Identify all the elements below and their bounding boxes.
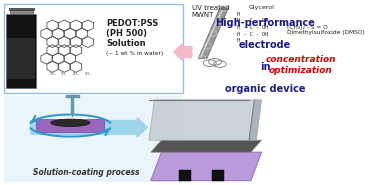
FancyArrow shape bbox=[31, 118, 147, 137]
Text: Solution: Solution bbox=[106, 39, 146, 48]
Text: SO₃: SO₃ bbox=[73, 72, 79, 76]
Polygon shape bbox=[36, 119, 104, 132]
FancyBboxPatch shape bbox=[4, 4, 183, 92]
Text: SO₃: SO₃ bbox=[49, 72, 56, 76]
Bar bbox=[6, 14, 36, 88]
Text: organic device: organic device bbox=[225, 84, 305, 94]
Bar bbox=[4, 96, 183, 182]
Text: High-performance: High-performance bbox=[215, 18, 315, 28]
Bar bbox=[212, 170, 224, 181]
Text: concentration
optimization: concentration optimization bbox=[266, 55, 336, 75]
Text: (CH₃)₂ - S = O
Dimethylsulfoxide (DMSO): (CH₃)₂ - S = O Dimethylsulfoxide (DMSO) bbox=[287, 25, 364, 35]
Polygon shape bbox=[151, 152, 262, 181]
Text: H
H - C - OH
H - C - OH
H - C - OH
H: H H - C - OH H - C - OH H - C - OH H bbox=[237, 12, 268, 43]
Polygon shape bbox=[151, 140, 262, 152]
Polygon shape bbox=[149, 100, 254, 140]
FancyArrow shape bbox=[174, 44, 192, 60]
Bar bbox=[7, 38, 36, 79]
Bar bbox=[9, 8, 34, 10]
Text: (~ 1 wt % in water): (~ 1 wt % in water) bbox=[106, 51, 163, 56]
Ellipse shape bbox=[51, 119, 90, 127]
Bar bbox=[179, 170, 191, 181]
Polygon shape bbox=[198, 8, 228, 58]
Text: (PH 500): (PH 500) bbox=[106, 29, 147, 38]
Text: UV treated
MWNT: UV treated MWNT bbox=[192, 5, 229, 18]
Text: SO₃: SO₃ bbox=[61, 72, 68, 76]
Text: Glycerol: Glycerol bbox=[249, 5, 275, 10]
Text: PEDOT:PSS: PEDOT:PSS bbox=[106, 19, 158, 28]
Text: SO₃: SO₃ bbox=[85, 72, 91, 76]
Polygon shape bbox=[249, 100, 262, 140]
Text: electrode: electrode bbox=[239, 40, 291, 50]
Text: in: in bbox=[260, 62, 270, 72]
Text: Solution-coating process: Solution-coating process bbox=[33, 168, 139, 177]
Bar bbox=[9, 10, 33, 14]
